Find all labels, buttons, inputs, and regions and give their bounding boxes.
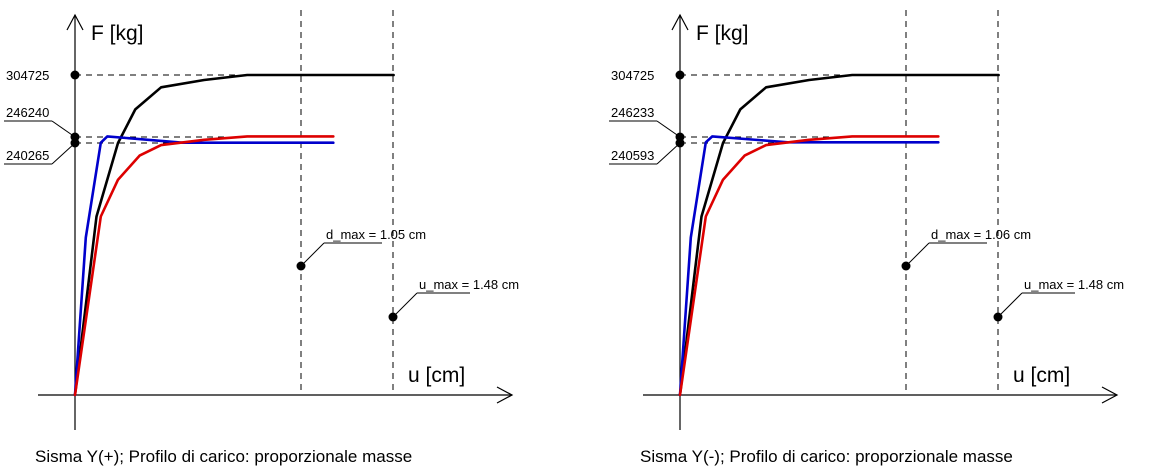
bilinear-curve-blue	[73, 135, 335, 397]
y-tick-label-low: 240593	[611, 148, 654, 163]
chart-caption: Sisma Y(-); Profilo di carico: proporzio…	[640, 447, 1013, 466]
d-max-leader	[300, 242, 325, 267]
capacity-curve-red	[678, 135, 940, 397]
capacity-curve-black	[678, 73, 1000, 397]
y-tick-label-mid: 246233	[611, 105, 654, 120]
x-axis-label: u [cm]	[1013, 364, 1070, 387]
y-axis-arrow	[671, 13, 689, 31]
y-tick-label-mid: 246240	[6, 105, 49, 120]
y-axis-label: F [kg]	[91, 22, 144, 45]
d-max-label: d_max = 1.05 cm	[326, 227, 426, 242]
d-max-label: d_max = 1.06 cm	[931, 227, 1031, 242]
bilinear-curve-blue	[678, 135, 940, 397]
leader-low	[656, 142, 681, 165]
chart-right: F [kg] u [cm] 304725 246233 240593 d_max…	[609, 10, 1124, 466]
series-layer	[678, 73, 1000, 397]
y-tick-label-max: 304725	[6, 68, 49, 83]
tick-dot-max	[70, 70, 80, 80]
capacity-curve-red	[73, 135, 335, 397]
y-tick-label-max: 304725	[611, 68, 654, 83]
y-tick-label-low: 240265	[6, 148, 49, 163]
leader-low	[51, 142, 76, 165]
series-layer	[73, 73, 395, 397]
chart-left: F [kg] u [cm] 304725 246240 240265 d_max…	[4, 10, 519, 466]
d-max-leader	[905, 242, 930, 267]
x-axis-arrow	[1101, 386, 1119, 404]
chart-caption: Sisma Y(+); Profilo di carico: proporzio…	[35, 447, 412, 466]
y-axis-label: F [kg]	[696, 22, 749, 45]
tick-dot-max	[675, 70, 685, 80]
y-axis-arrow	[66, 13, 84, 31]
u-max-leader	[392, 292, 418, 318]
x-axis-arrow	[496, 386, 514, 404]
u-max-label: u_max = 1.48 cm	[1024, 277, 1124, 292]
leader-mid	[51, 120, 76, 138]
x-axis-label: u [cm]	[408, 364, 465, 387]
capacity-curve-black	[73, 73, 395, 397]
leader-mid	[656, 120, 681, 138]
u-max-label: u_max = 1.48 cm	[419, 277, 519, 292]
u-max-leader	[997, 292, 1023, 318]
